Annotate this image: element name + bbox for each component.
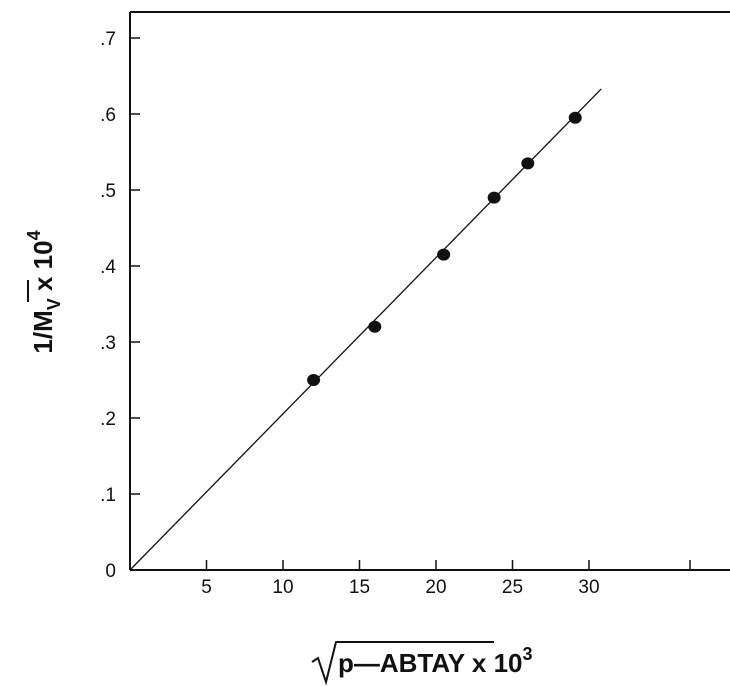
- regression-line: [129, 88, 602, 571]
- data-point: [437, 248, 451, 261]
- y-axis-title-multiplier: x 10: [28, 240, 58, 291]
- x-tick-label: 15: [349, 577, 370, 598]
- y-tick-label: .6: [100, 105, 116, 126]
- x-tick-label: 25: [502, 577, 523, 598]
- data-points: [307, 111, 582, 386]
- x-axis-title: p—ABTAY x 103: [311, 641, 533, 686]
- x-tick-label: 30: [578, 577, 599, 598]
- y-axis-title-exponent: 4: [24, 230, 44, 240]
- y-axis-title-main: 1/M: [28, 310, 58, 353]
- plot-frame: [129, 11, 730, 571]
- x-axis-title-exponent: 3: [523, 644, 533, 664]
- x-tick-label: 20: [425, 577, 446, 598]
- fit-line-group: [129, 88, 602, 571]
- svg-text:1/MV x 104: 1/MV x 104: [24, 230, 64, 353]
- data-point: [307, 374, 321, 386]
- y-tick-label: .2: [100, 409, 116, 430]
- y-axis-title-subscript: V: [44, 298, 64, 310]
- y-tick-label: .3: [100, 333, 116, 354]
- x-axis-title-radicand: p—ABTAY: [338, 648, 465, 678]
- x-tick-label: 10: [272, 577, 293, 598]
- y-tick-label: .1: [100, 485, 116, 506]
- y-ticks: 0 .1 .2 .3 .4 .5 .6 .7: [100, 29, 140, 582]
- x-tick-label: 5: [201, 577, 212, 598]
- x-ticks: 5 10 15 20 25 30: [201, 560, 600, 598]
- data-point: [368, 320, 382, 333]
- x-axis-title-multiplier: x 10: [472, 648, 523, 678]
- y-tick-label: .5: [100, 181, 116, 202]
- svg-text:p—ABTAY x 103: p—ABTAY x 103: [338, 644, 533, 678]
- data-point: [487, 191, 501, 204]
- y-tick-label: .7: [100, 29, 116, 50]
- y-tick-label: 0: [105, 561, 116, 582]
- y-axis-title: 1/MV x 104: [24, 230, 64, 353]
- data-point: [521, 157, 535, 170]
- y-tick-label: .4: [100, 257, 116, 278]
- data-point: [568, 111, 582, 124]
- radical-sign-icon: [311, 641, 494, 686]
